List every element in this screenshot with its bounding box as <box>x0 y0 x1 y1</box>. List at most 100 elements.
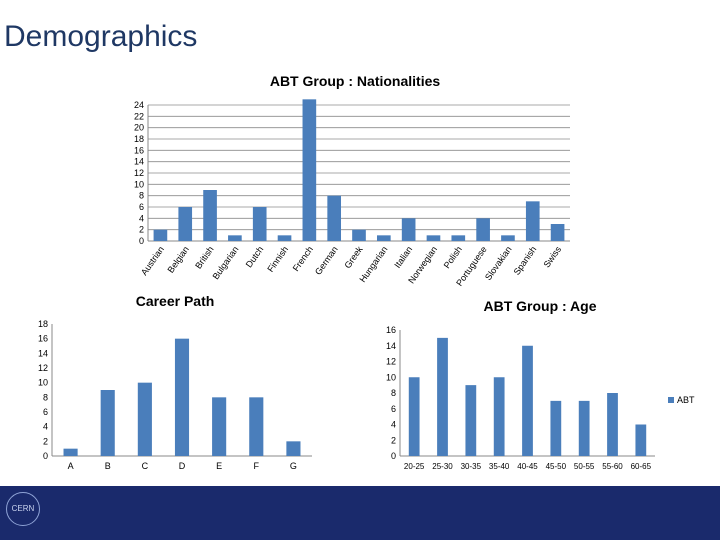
age-chart: 0 2 4 6 8 10 12 14 16 20-25 25-30 30-35 35-40 40-45 45… <box>386 325 695 471</box>
footer-bar <box>0 486 720 540</box>
bar <box>401 218 416 241</box>
y-tick-label: 12 <box>386 357 396 367</box>
bar <box>212 397 227 456</box>
y-tick-label: 2 <box>391 435 396 445</box>
y-tick-label: 20 <box>134 123 144 133</box>
bar <box>178 207 193 241</box>
y-tick-label: 14 <box>38 348 48 358</box>
y-tick-label: 4 <box>43 422 48 432</box>
x-tick-label: German <box>313 244 340 276</box>
bar <box>408 377 420 456</box>
y-tick-label: 0 <box>391 451 396 461</box>
x-tick-label: Austrian <box>139 244 166 277</box>
slide-title: Demographics <box>4 20 198 53</box>
age-chart-title: ABT Group : Age <box>483 298 596 314</box>
x-tick-label: British <box>193 244 216 270</box>
x-tick-label: Polish <box>442 244 464 270</box>
y-tick-label: 8 <box>139 191 144 201</box>
y-tick-label: 12 <box>38 363 48 373</box>
x-tick-label: Italian <box>392 244 414 269</box>
x-tick-label: C <box>142 461 149 471</box>
y-tick-label: 18 <box>134 134 144 144</box>
y-tick-label: 2 <box>139 225 144 235</box>
cern-logo-text: CERN <box>11 504 35 513</box>
bar <box>493 377 505 456</box>
bar <box>476 218 490 241</box>
bar <box>100 390 115 456</box>
x-tick-label: F <box>254 461 260 471</box>
y-tick-label: 0 <box>139 236 144 246</box>
x-tick-label: 55-60 <box>602 462 623 471</box>
y-tick-label: 10 <box>134 179 144 189</box>
x-tick-label: 20-25 <box>404 462 425 471</box>
bar <box>174 338 190 456</box>
x-tick-label: 45-50 <box>546 462 567 471</box>
y-tick-label: 4 <box>391 420 396 430</box>
y-tick-label: 10 <box>386 372 396 382</box>
legend-swatch <box>668 397 674 403</box>
x-tick-label: 50-55 <box>574 462 595 471</box>
bar <box>426 235 441 241</box>
bar <box>302 99 317 241</box>
y-tick-label: 16 <box>386 325 396 335</box>
y-tick-label: 14 <box>134 157 144 167</box>
x-tick-label: A <box>68 461 74 471</box>
bar <box>63 448 78 456</box>
y-tick-label: 10 <box>38 378 48 388</box>
x-tick-label: 30-35 <box>461 462 482 471</box>
legend-label: ABT <box>677 395 695 405</box>
x-tick-label: 40-45 <box>517 462 538 471</box>
bar <box>277 235 292 241</box>
y-tick-label: 6 <box>43 407 48 417</box>
bar <box>228 235 242 241</box>
x-tick-label: E <box>216 461 222 471</box>
bar <box>137 382 152 456</box>
x-tick-label: Belgian <box>165 244 190 274</box>
bar <box>522 345 533 456</box>
bar <box>550 400 562 456</box>
x-tick-label: Dutch <box>244 244 266 269</box>
y-tick-label: 12 <box>134 168 144 178</box>
x-tick-label: 60-65 <box>631 462 652 471</box>
x-tick-label: B <box>105 461 111 471</box>
bar <box>437 337 448 456</box>
y-tick-label: 6 <box>139 202 144 212</box>
bar <box>153 229 168 241</box>
career-path-chart: 0 2 4 6 8 10 12 14 16 18 A B C D E F G <box>38 319 312 471</box>
bar <box>286 441 301 456</box>
bar <box>635 424 647 456</box>
bar <box>550 224 565 241</box>
bar <box>525 201 540 241</box>
x-tick-label: 35-40 <box>489 462 510 471</box>
bar <box>465 385 477 456</box>
bar <box>451 235 466 241</box>
bar <box>578 400 590 456</box>
y-tick-label: 2 <box>43 436 48 446</box>
y-tick-label: 8 <box>43 392 48 402</box>
y-tick-label: 14 <box>386 341 396 351</box>
bar <box>607 393 618 456</box>
y-tick-label: 24 <box>134 100 144 110</box>
bar <box>352 229 366 241</box>
y-tick-label: 16 <box>134 145 144 155</box>
nationalities-chart-title: ABT Group : Nationalities <box>270 73 441 89</box>
y-tick-label: 8 <box>391 388 396 398</box>
x-tick-label: Swiss <box>542 244 564 269</box>
x-tick-label: G <box>290 461 297 471</box>
bar <box>376 235 391 241</box>
x-tick-label: Finnish <box>265 244 290 274</box>
bar <box>249 397 264 456</box>
y-tick-label: 16 <box>38 334 48 344</box>
bar <box>327 195 342 241</box>
charts-canvas: ABT Group : Nationalities Career Path AB… <box>38 73 695 471</box>
bar <box>252 207 267 241</box>
y-tick-label: 4 <box>139 213 144 223</box>
y-tick-label: 6 <box>391 404 396 414</box>
x-tick-label: 25-30 <box>432 462 453 471</box>
x-tick-label: Greek <box>342 244 365 270</box>
x-tick-label: Spanish <box>512 244 539 276</box>
career-chart-title: Career Path <box>136 293 215 309</box>
x-tick-label: D <box>179 461 186 471</box>
y-tick-label: 18 <box>38 319 48 329</box>
